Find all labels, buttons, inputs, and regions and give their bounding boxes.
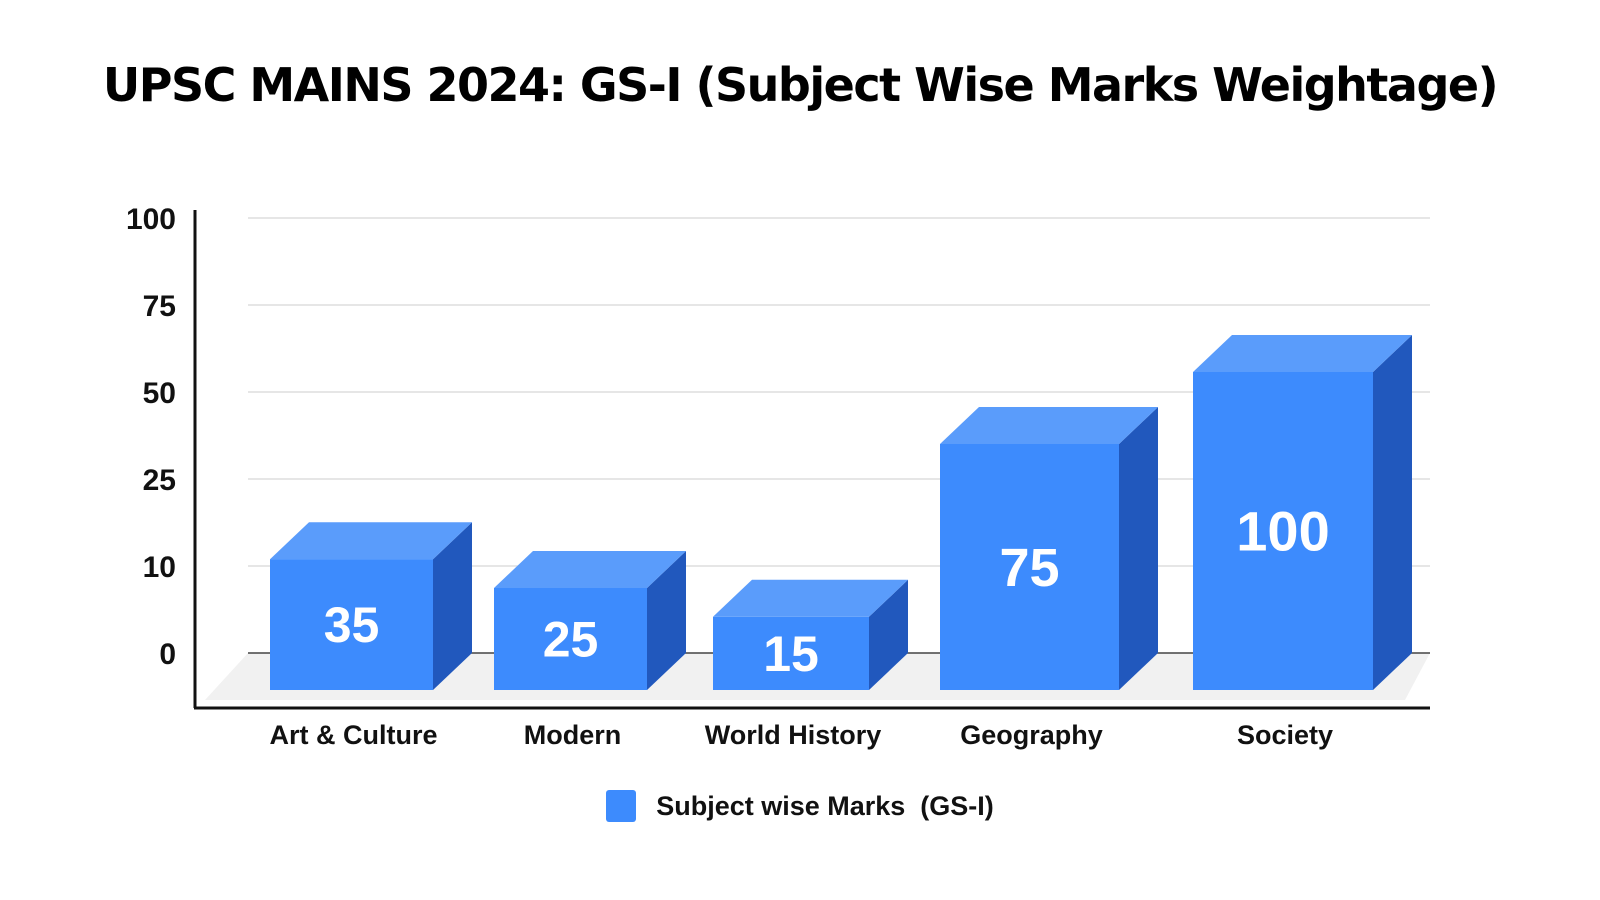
bar-top [713,579,908,617]
bar-side [1119,407,1158,690]
legend-label: Subject wise Marks (GS-I) [656,790,994,821]
bar-side [1373,335,1412,690]
bar: 75 [940,407,1158,690]
y-tick-label: 100 [126,203,176,236]
x-category-label: Geography [960,720,1103,750]
bar-front [270,559,433,690]
bar-value-label: 15 [763,626,819,682]
bar-front [713,616,869,690]
bar-front [494,588,647,690]
bar-top [270,522,472,560]
x-category-label: World History [705,720,882,750]
bar-value-label: 75 [999,538,1059,598]
y-tick-label: 0 [159,638,176,671]
bar-side [869,579,908,690]
bar: 25 [494,551,686,690]
y-tick-label: 10 [143,551,176,584]
y-tick-label: 25 [143,464,176,497]
x-category-label: Society [1237,720,1333,750]
bar-value-label: 25 [543,612,599,668]
bar: 35 [270,522,472,690]
x-category-label: Art & Culture [270,720,438,750]
bar-side [647,551,686,690]
bar-front [1193,372,1373,690]
chart-title: UPSC MAINS 2024: GS-I (Subject Wise Mark… [102,58,1499,112]
bar-value-label: 35 [324,597,380,653]
bar-top [1193,335,1412,372]
bar-top [494,551,686,588]
legend-swatch [606,790,637,822]
bar-side [433,522,472,690]
bar-value-label: 100 [1236,500,1329,563]
legend: Subject wise Marks (GS-I) [0,790,1600,822]
y-tick-label: 75 [143,290,176,323]
y-tick-label: 50 [143,377,176,410]
bar: 100 [1193,335,1412,690]
x-category-label: Modern [524,720,622,750]
bar-front [940,444,1119,690]
bar: 15 [713,579,908,690]
bar-top [940,407,1158,444]
